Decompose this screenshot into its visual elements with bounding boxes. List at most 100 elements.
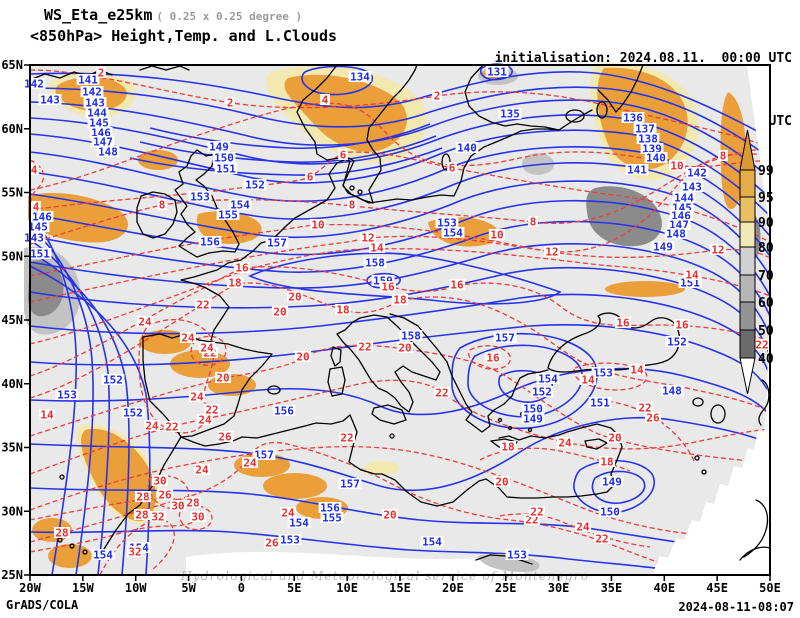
temp-label: 16 [235,262,249,275]
temp-label-box [488,229,506,240]
temp-label-box [96,67,106,78]
height-label: 152 [532,386,552,399]
height-label-box [26,221,50,232]
temp-label-box [338,432,356,443]
height-label: 145 [89,117,109,130]
y-tick-label: 45N [1,313,23,327]
temp-label: 24 [198,414,212,427]
height-label-box [435,217,459,228]
height-label-box [272,405,296,416]
temp-label-box [347,199,357,210]
height-label-box [252,449,276,460]
temp-label: 28 [55,527,68,540]
temp-label-box [193,464,211,475]
temp-label-box [29,164,39,175]
height-label: 153 [593,367,613,380]
height-label: 140 [646,152,666,165]
temp-label: 22 [435,387,448,400]
colorbar-label: 99 [758,164,774,179]
height-label: 134 [350,71,370,84]
height-label-box [28,248,52,259]
temp-label: 4 [322,94,329,107]
temp-label-box [196,414,214,425]
height-label: 137 [635,123,655,136]
height-label-box [636,133,660,144]
temp-label-box [31,201,41,212]
height-label-box [265,237,289,248]
temp-label-box [543,246,561,257]
temp-label: 12 [545,246,558,259]
temp-label-box [628,364,646,375]
temp-label-box [432,90,442,101]
temp-label-box [263,537,281,548]
x-tick-label: 0 [238,581,245,595]
creation-timestamp: 2024-08-11-08:07 [678,600,794,614]
height-label-box [198,236,222,247]
height-label: 149 [653,241,673,254]
height-label-box [76,74,100,85]
coastlines [29,64,771,565]
temp-label-box [528,216,538,227]
temp-label-box [309,219,327,230]
height-label: 157 [495,332,515,345]
height-label-box [214,163,238,174]
temp-label: 28 [186,497,199,510]
temp-label: 16 [450,279,464,292]
x-axis: 20W 15W 10W 5W 0 5E 10E 15E 20E 25E 30E 35E 40E 45E 50… [19,575,781,595]
temp-label-box [614,317,632,328]
y-axis: 65N 60N 55N 50N 45N 40N 35N 30N 25N [1,58,30,582]
temp-label-box [241,457,259,468]
colorbar-label: 40 [758,352,774,367]
height-label: 143 [85,97,105,110]
height-label-box [498,108,522,119]
title-line-1: WS_Eta_e25km( 0.25 x 0.25 degree ) [44,6,302,24]
temp-label-box [214,372,232,383]
height-label: 153 [280,534,300,547]
height-label: 158 [365,257,385,270]
height-label-box [243,179,267,190]
height-label: 150 [214,152,234,165]
height-label-box [85,107,109,118]
temp-label: 20 [495,476,508,489]
temp-label: 10 [670,160,683,173]
height-label: 154 [230,199,250,212]
height-label: 153 [437,217,457,230]
x-tick-label: 30E [548,581,570,595]
height-label: 155 [322,512,342,525]
temp-label: 2 [227,97,234,110]
height-label-box [91,136,115,147]
height-label-box [87,117,111,128]
height-label-box [493,332,517,343]
temp-label: 20 [273,306,286,319]
height-label: 153 [507,549,527,562]
height-label-box [30,211,54,222]
colorbar-segment [739,196,756,223]
temp-label: 12 [711,244,724,257]
temp-label-box [151,475,169,486]
temp-label-box [644,412,662,423]
temp-label: 18 [393,294,406,307]
height-label: 154 [289,517,309,530]
temp-label-box [203,404,221,415]
height-label: 153 [190,191,210,204]
height-contour-labels: 1421431411421431441451461471481461451431… [22,66,709,562]
height-label-box [678,277,702,288]
colorbar-label: 90 [758,216,774,231]
temp-label: 6 [340,149,347,162]
height-label: 149 [209,141,229,154]
temp-label-box [448,279,466,290]
height-label-box [96,146,120,157]
height-label: 143 [682,181,702,194]
temp-label: 18 [336,304,349,317]
height-label: 151 [30,248,50,261]
temp-label: 22 [165,421,178,434]
height-label-box [485,66,509,77]
temp-label-box [636,402,654,413]
x-tick-label: 15W [72,581,94,595]
y-tick-label: 25N [1,568,23,582]
temp-label-box [668,160,686,171]
height-label-box [399,330,423,341]
temp-label-box [194,299,212,310]
x-tick-label: 45E [706,581,728,595]
